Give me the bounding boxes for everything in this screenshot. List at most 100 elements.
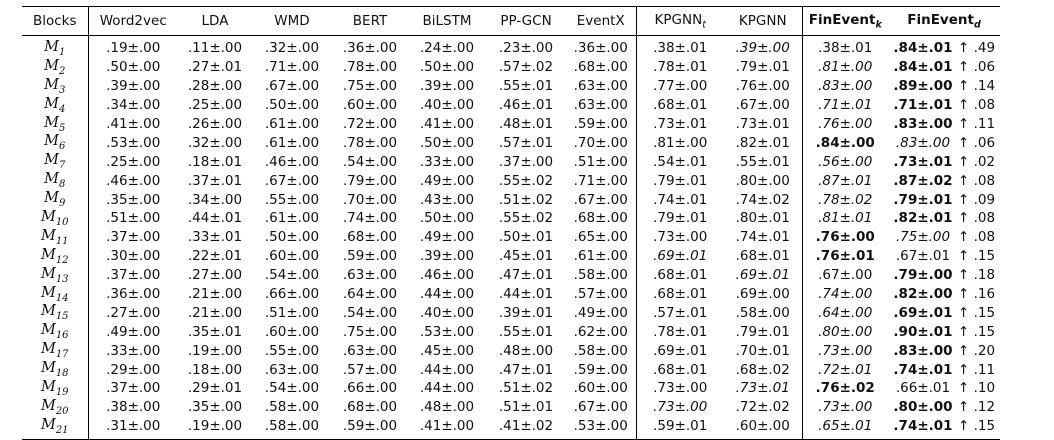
block-index: 1 bbox=[58, 46, 66, 58]
cell-eventx: .49±.00 bbox=[566, 303, 637, 323]
cell-kpgnn-t: .73±.00 bbox=[653, 380, 708, 397]
header-lda: LDA bbox=[201, 13, 229, 29]
block-label: M9 bbox=[22, 190, 89, 210]
cell-finevent-k: .56±.00 bbox=[818, 153, 873, 170]
cell-ppgcn: .23±.00 bbox=[498, 40, 554, 57]
cell-bert: .70±.00 bbox=[342, 191, 398, 208]
cell-kpgnn: .74±.02 bbox=[724, 190, 803, 210]
cell-finevent-k: .76±.00 bbox=[815, 229, 875, 246]
cell-bilstm: .44±.00 bbox=[419, 286, 475, 303]
cell-kpgnn: .73±.01 bbox=[724, 114, 803, 134]
cell-ppgcn: .44±.01 bbox=[498, 286, 554, 303]
header-blocks: Blocks bbox=[22, 6, 89, 36]
table-row: M9 .35±.00 .34±.00 .55±.00 .70±.00 .43±.00 .51… bbox=[22, 190, 1000, 210]
cell-kpgnn: .69±.00 bbox=[724, 284, 803, 304]
block-index: 12 bbox=[55, 254, 69, 266]
cell-finevent-d: .83±.00 bbox=[893, 116, 953, 132]
cell-lda: .18±.00 bbox=[187, 361, 243, 378]
cell-kpgnn-t: .78±.01 bbox=[653, 323, 708, 340]
cell-wmd: .60±.00 bbox=[264, 323, 320, 340]
header-row: Blocks Word2vec LDA WMD BERT BiLSTM PP-G… bbox=[22, 6, 1000, 36]
cell-wmd: .71±.00 bbox=[264, 59, 320, 76]
cell-bilstm: .44±.00 bbox=[419, 361, 475, 378]
cell-kpgnn: .58±.00 bbox=[724, 303, 803, 323]
block-label: M5 bbox=[22, 114, 89, 134]
cell-bilstm: .50±.00 bbox=[419, 59, 475, 76]
cell-eventx: .59±.00 bbox=[566, 360, 637, 380]
block-letter: M bbox=[40, 416, 56, 433]
cell-finevent-d: .84±.01 bbox=[893, 59, 953, 76]
cell-eventx: .58±.00 bbox=[566, 341, 637, 361]
cell-wmd: .50±.00 bbox=[264, 97, 320, 114]
cell-finevent-d: .82±.00 bbox=[893, 286, 953, 303]
cell-kpgnn-t: .79±.01 bbox=[653, 172, 708, 189]
table-row: M4 .34±.00 .25±.00 .50±.00 .60±.00 .40±.00 .46… bbox=[22, 95, 1000, 115]
cell-lda: .37±.01 bbox=[187, 172, 243, 189]
cell-word2vec: .25±.00 bbox=[106, 153, 161, 170]
cell-lda: .21±.00 bbox=[187, 304, 243, 321]
cell-bert: .60±.00 bbox=[342, 97, 398, 114]
cell-bilstm: .45±.00 bbox=[419, 342, 475, 359]
table-row: M18 .29±.00 .18±.00 .63±.00 .57±.00 .44±.00 .4… bbox=[22, 360, 1000, 380]
cell-bilstm: .49±.00 bbox=[419, 172, 475, 189]
cell-wmd: .54±.00 bbox=[264, 267, 320, 284]
cell-kpgnn-t: .81±.00 bbox=[653, 134, 708, 151]
block-label: M14 bbox=[22, 284, 89, 304]
cell-eventx: .57±.00 bbox=[566, 284, 637, 304]
cell-finevent-d: .73±.01 bbox=[893, 153, 953, 170]
block-label: M16 bbox=[22, 322, 89, 342]
improvement-value: ↑ .18 bbox=[958, 267, 996, 284]
cell-eventx: .63±.00 bbox=[566, 76, 637, 96]
cell-bilstm: .39±.00 bbox=[419, 78, 475, 95]
cell-finevent-k: .71±.01 bbox=[818, 97, 873, 114]
cell-word2vec: .37±.00 bbox=[106, 229, 161, 246]
cell-wmd: .67±.00 bbox=[264, 78, 320, 95]
cell-kpgnn-t: .78±.01 bbox=[653, 59, 708, 76]
cell-lda: .35±.01 bbox=[187, 323, 243, 340]
cell-lda: .28±.00 bbox=[187, 78, 243, 95]
block-index: 10 bbox=[55, 216, 69, 228]
cell-finevent-k: .74±.00 bbox=[818, 286, 873, 303]
block-label: M11 bbox=[22, 227, 89, 247]
cell-bert: .72±.00 bbox=[342, 116, 398, 132]
block-label: M4 bbox=[22, 95, 89, 115]
cell-ppgcn: .47±.01 bbox=[498, 267, 554, 284]
cell-bilstm: .50±.00 bbox=[419, 210, 475, 227]
cell-word2vec: .41±.00 bbox=[106, 116, 161, 132]
improvement-value: ↑ .14 bbox=[958, 78, 996, 95]
cell-kpgnn: .60±.00 bbox=[724, 416, 803, 440]
block-label: M2 bbox=[22, 57, 89, 77]
cell-word2vec: .31±.00 bbox=[106, 418, 161, 435]
cell-finevent-k: .83±.00 bbox=[818, 78, 873, 95]
cell-finevent-k: .73±.00 bbox=[818, 399, 873, 416]
cell-ppgcn: .51±.02 bbox=[498, 380, 554, 397]
cell-bilstm: .33±.00 bbox=[419, 153, 475, 170]
cell-kpgnn: .82±.01 bbox=[724, 133, 803, 153]
cell-wmd: .63±.00 bbox=[264, 361, 320, 378]
cell-kpgnn-t: .68±.01 bbox=[653, 97, 708, 114]
block-letter: M bbox=[44, 190, 59, 207]
cell-word2vec: .53±.00 bbox=[106, 134, 161, 151]
table-row: M2 .50±.00 .27±.01 .71±.00 .78±.00 .50±.00 .57… bbox=[22, 57, 1000, 77]
block-letter: M bbox=[44, 171, 59, 188]
block-letter: M bbox=[44, 57, 59, 74]
improvement-value: ↑ .08 bbox=[958, 172, 996, 189]
block-index: 16 bbox=[55, 330, 69, 342]
header-finevent-d: FinEventd bbox=[888, 7, 1000, 36]
cell-kpgnn: .70±.01 bbox=[724, 341, 803, 361]
cell-bert: .36±.00 bbox=[342, 40, 398, 57]
cell-bert: .75±.00 bbox=[342, 78, 398, 95]
header-word2vec: Word2vec bbox=[99, 13, 167, 29]
results-table: Blocks Word2vec LDA WMD BERT BiLSTM PP-G… bbox=[22, 6, 1000, 440]
cell-ppgcn: .48±.01 bbox=[498, 116, 554, 132]
cell-lda: .22±.01 bbox=[187, 248, 243, 265]
block-label: M19 bbox=[22, 379, 89, 398]
block-index: 13 bbox=[55, 273, 69, 285]
cell-bilstm: .48±.00 bbox=[419, 399, 475, 416]
cell-eventx: .51±.00 bbox=[566, 152, 637, 172]
block-index: 14 bbox=[55, 292, 69, 304]
cell-lda: .27±.00 bbox=[187, 267, 243, 284]
cell-lda: .33±.01 bbox=[187, 229, 243, 246]
block-label: M6 bbox=[22, 133, 89, 153]
table-row: M10 .51±.00 .44±.01 .61±.00 .74±.00 .50±.00 .5… bbox=[22, 209, 1000, 228]
